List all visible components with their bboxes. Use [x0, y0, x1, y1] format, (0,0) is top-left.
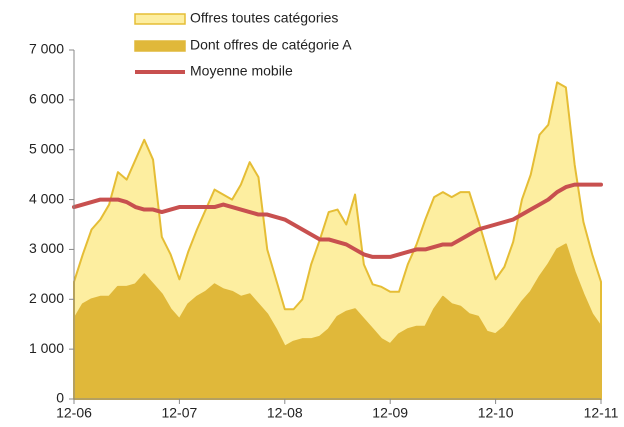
legend-label: Dont offres de catégorie A: [190, 37, 352, 53]
x-tick-label: 12-10: [478, 405, 514, 421]
y-tick-label: 1 000: [29, 340, 64, 356]
x-tick-label: 12-08: [267, 405, 303, 421]
legend-label: Offres toutes catégories: [190, 10, 338, 26]
y-tick-label: 6 000: [29, 91, 64, 107]
y-tick-label: 4 000: [29, 190, 64, 206]
y-tick-label: 5 000: [29, 140, 64, 156]
x-tick-label: 12-11: [584, 405, 619, 421]
y-tick-label: 7 000: [29, 41, 64, 57]
line: [72, 182, 603, 259]
legend-swatch: [134, 40, 186, 52]
x-tick-label: 12-07: [161, 405, 197, 421]
y-tick-label: 2 000: [29, 290, 64, 306]
y-tick-label: 0: [56, 390, 64, 406]
x-tick-label: 12-09: [372, 405, 408, 421]
area: [73, 243, 602, 400]
y-tick-label: 3 000: [29, 240, 64, 256]
x-tick-label: 12-06: [56, 405, 92, 421]
legend-swatch: [134, 13, 186, 25]
legend-label: Moyenne mobile: [190, 63, 293, 79]
